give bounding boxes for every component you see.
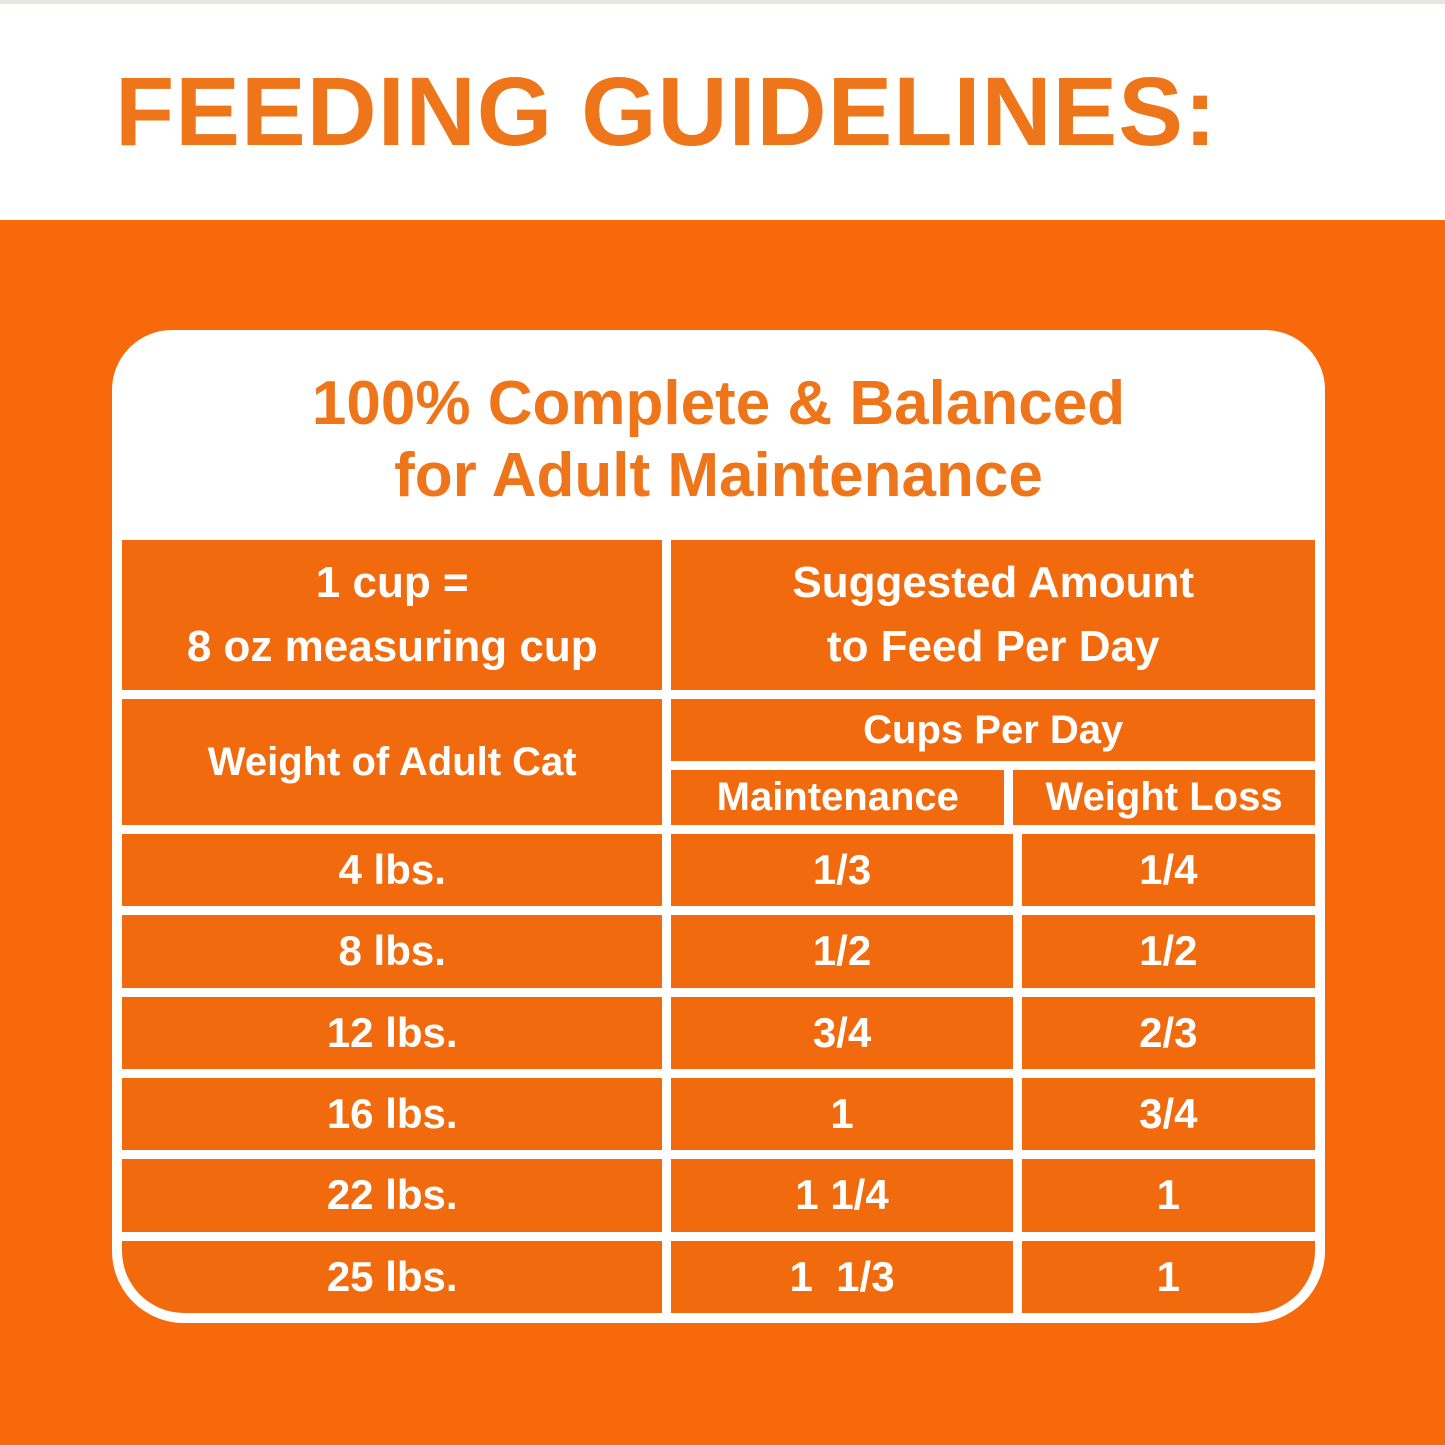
maintenance-cell: 3/4 xyxy=(671,996,1013,1069)
weight-loss-cell: 1/4 xyxy=(1021,834,1315,907)
maintenance-header-cell: Maintenance xyxy=(671,770,1005,825)
cup-measure-cell: 1 cup = 8 oz measuring cup xyxy=(122,540,663,690)
guidelines-card: 100% Complete & Balanced for Adult Maint… xyxy=(112,330,1325,1323)
weight-cell: 8 lbs. xyxy=(122,915,663,988)
table-row: 22 lbs. 1 1/4 1 xyxy=(122,1159,1315,1232)
maintenance-cell: 1/2 xyxy=(671,915,1013,988)
weight-cell: 12 lbs. xyxy=(122,996,663,1069)
card-heading: 100% Complete & Balanced for Adult Maint… xyxy=(122,340,1315,540)
table-row: 25 lbs. 1 1/3 1 xyxy=(122,1240,1315,1313)
maintenance-cell: 1 1/3 xyxy=(671,1240,1013,1313)
weight-loss-cell: 1 xyxy=(1021,1159,1315,1232)
weight-cell: 16 lbs. xyxy=(122,1077,663,1151)
maintenance-cell: 1 1/4 xyxy=(671,1159,1013,1232)
weight-cell: 25 lbs. xyxy=(122,1240,663,1313)
cup-measure-line1: 1 cup = xyxy=(315,558,469,608)
table-row: 8 lbs. 1/2 1/2 xyxy=(122,915,1315,988)
weight-loss-cell: 1/2 xyxy=(1021,915,1315,988)
weight-loss-header-cell: Weight Loss xyxy=(1013,770,1315,825)
measure-note-row: 1 cup = 8 oz measuring cup Suggested Amo… xyxy=(122,540,1315,690)
weight-header-cell: Weight of Adult Cat xyxy=(122,699,663,825)
cups-per-day-header-cell: Cups Per Day xyxy=(671,699,1315,761)
sub-column-headers: Maintenance Weight Loss xyxy=(671,770,1315,825)
weight-cell: 4 lbs. xyxy=(122,834,663,907)
page-title: FEEDING GUIDELINES: xyxy=(115,57,1218,166)
cups-header-group: Cups Per Day Maintenance Weight Loss xyxy=(671,699,1315,825)
maintenance-cell: 1 xyxy=(671,1077,1013,1151)
suggested-amount-line2: to Feed Per Day xyxy=(826,622,1160,671)
table-row: 12 lbs. 3/4 2/3 xyxy=(122,996,1315,1069)
suggested-amount-line1: Suggested Amount xyxy=(792,558,1195,608)
table-row: 16 lbs. 1 3/4 xyxy=(122,1077,1315,1151)
weight-loss-cell: 3/4 xyxy=(1021,1077,1315,1151)
suggested-amount-cell: Suggested Amount to Feed Per Day xyxy=(671,540,1315,690)
cup-measure-line2: 8 oz measuring cup xyxy=(186,622,598,671)
feeding-table: 1 cup = 8 oz measuring cup Suggested Amo… xyxy=(122,540,1315,1313)
table-row: 4 lbs. 1/3 1/4 xyxy=(122,834,1315,907)
column-header-row: Weight of Adult Cat Cups Per Day Mainten… xyxy=(122,699,1315,825)
orange-background: 100% Complete & Balanced for Adult Maint… xyxy=(0,220,1445,1445)
header-band: FEEDING GUIDELINES: xyxy=(0,0,1445,220)
card-heading-line2: for Adult Maintenance xyxy=(394,441,1043,510)
card-heading-line1: 100% Complete & Balanced xyxy=(311,369,1126,439)
maintenance-cell: 1/3 xyxy=(671,834,1013,907)
weight-loss-cell: 1 xyxy=(1021,1240,1315,1313)
weight-loss-cell: 2/3 xyxy=(1021,996,1315,1069)
weight-cell: 22 lbs. xyxy=(122,1159,663,1232)
